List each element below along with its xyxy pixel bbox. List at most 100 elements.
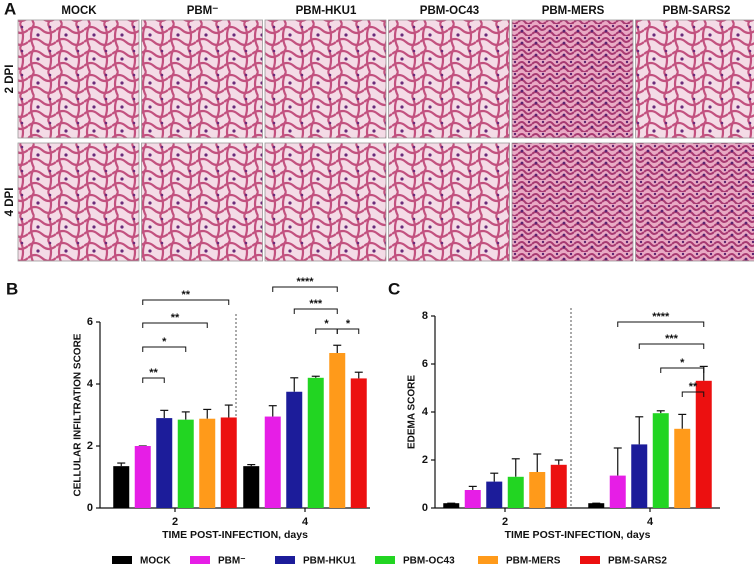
panel-label: A xyxy=(4,0,16,18)
significance-label: ** xyxy=(171,312,180,324)
bar xyxy=(177,419,194,508)
column-header: PBM-OC43 xyxy=(420,5,479,17)
bar xyxy=(220,417,237,508)
histology-image xyxy=(635,19,754,139)
significance-label: *** xyxy=(309,298,323,310)
significance-label: * xyxy=(680,357,685,369)
bar xyxy=(695,380,712,508)
significance-bracket xyxy=(617,321,705,327)
histology-image xyxy=(388,19,510,139)
significance-bracket xyxy=(142,322,208,328)
histology-image xyxy=(17,142,140,262)
significance-label: * xyxy=(346,318,351,330)
histology-image xyxy=(511,19,634,139)
bar xyxy=(286,391,303,508)
bar xyxy=(243,466,260,508)
bar xyxy=(631,444,648,508)
y-tick-label: 2 xyxy=(422,454,428,466)
histology-image xyxy=(388,142,510,262)
histology-image xyxy=(635,142,754,262)
legend-swatch xyxy=(375,556,395,564)
bar xyxy=(350,378,367,508)
legend-swatch xyxy=(112,556,132,564)
significance-label: ** xyxy=(149,367,158,379)
y-tick-label: 2 xyxy=(87,440,93,452)
y-tick-label: 4 xyxy=(422,406,429,418)
significance-bracket xyxy=(293,308,338,314)
y-tick-label: 4 xyxy=(87,378,94,390)
significance-bracket xyxy=(142,346,187,352)
histology-image xyxy=(264,19,387,139)
histology-image xyxy=(264,142,387,262)
panel-label: B xyxy=(6,279,18,298)
x-tick-label: 4 xyxy=(302,516,309,528)
column-header: PBM-SARS2 xyxy=(663,5,731,17)
x-tick-label: 2 xyxy=(502,516,508,528)
legend-swatch xyxy=(478,556,498,564)
significance-label: * xyxy=(324,318,329,330)
significance-label: *** xyxy=(665,333,679,345)
significance-bracket xyxy=(681,391,705,397)
bar xyxy=(674,428,691,508)
row-label: 2 DPI xyxy=(4,65,16,94)
bar xyxy=(264,416,281,508)
bar xyxy=(652,413,669,508)
legend-label: PBM-OC43 xyxy=(403,556,455,567)
significance-bracket xyxy=(638,343,705,349)
legend-label: PBM-HKU1 xyxy=(303,556,356,567)
legend-label: MOCK xyxy=(140,556,171,567)
histology-image xyxy=(141,19,263,139)
significance-label: * xyxy=(162,336,167,348)
significance-bracket xyxy=(660,367,705,373)
significance-label: ** xyxy=(689,381,698,393)
legend-label: PBM-MERS xyxy=(506,556,561,567)
bar xyxy=(588,503,605,508)
y-tick-label: 0 xyxy=(87,502,93,514)
panel-label: C xyxy=(388,279,400,298)
legend-label: PBM-SARS2 xyxy=(608,556,667,567)
significance-bracket xyxy=(272,286,338,292)
y-tick-label: 6 xyxy=(87,316,93,328)
bar xyxy=(443,503,460,508)
column-header: PBM⁻ xyxy=(187,5,219,17)
bar xyxy=(329,353,346,508)
significance-label: **** xyxy=(296,276,314,288)
y-axis-label: CELLULAR INFILTRATION SCORE xyxy=(73,333,84,496)
bar xyxy=(609,475,626,508)
bar xyxy=(307,377,324,508)
significance-label: ** xyxy=(181,289,190,301)
column-header: MOCK xyxy=(61,5,97,17)
significance-label: **** xyxy=(652,311,670,323)
y-tick-label: 8 xyxy=(422,310,428,322)
y-axis-label: EDEMA SCORE xyxy=(407,375,418,449)
legend-swatch xyxy=(580,556,600,564)
y-tick-label: 0 xyxy=(422,502,428,514)
bar xyxy=(464,490,481,508)
legend-label: PBM⁻ xyxy=(218,556,246,567)
x-axis-label: TIME POST-INFECTION, days xyxy=(162,529,308,541)
legend-swatch xyxy=(275,556,295,564)
legend-swatch xyxy=(190,556,210,564)
significance-bracket xyxy=(336,328,360,334)
bar xyxy=(156,418,173,508)
x-tick-label: 4 xyxy=(647,516,654,528)
bar xyxy=(113,466,130,508)
column-header: PBM-HKU1 xyxy=(296,5,357,17)
bar xyxy=(550,464,567,508)
histology-image xyxy=(511,142,634,262)
x-axis-label: TIME POST-INFECTION, days xyxy=(505,529,651,541)
significance-bracket xyxy=(142,299,230,305)
bar xyxy=(486,481,503,508)
x-tick-label: 2 xyxy=(172,516,178,528)
y-tick-label: 6 xyxy=(422,358,428,370)
bar xyxy=(134,446,151,508)
bar xyxy=(507,476,524,508)
significance-bracket xyxy=(142,377,165,383)
histology-image xyxy=(141,142,263,262)
histology-image xyxy=(17,19,140,139)
column-header: PBM-MERS xyxy=(542,5,605,17)
bar xyxy=(529,472,546,508)
row-label: 4 DPI xyxy=(4,188,16,217)
bar xyxy=(199,418,216,508)
